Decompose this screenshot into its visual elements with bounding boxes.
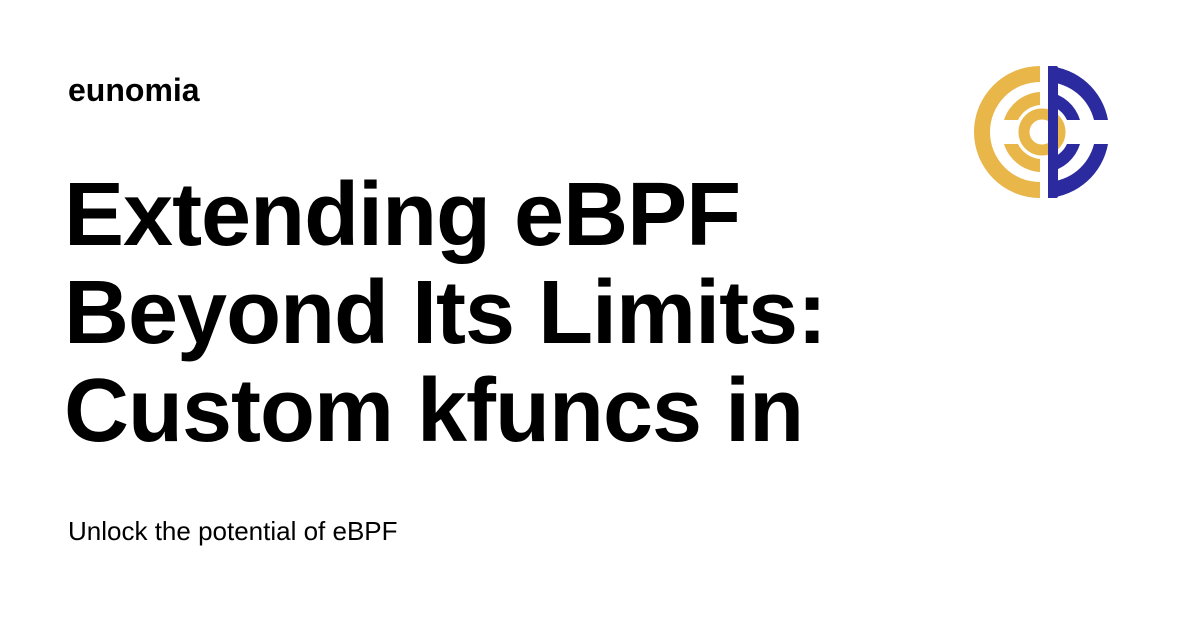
logo-gold-inner <box>1004 92 1040 120</box>
logo-gold-inner-lower <box>1004 144 1040 172</box>
page-title: Extending eBPF Beyond Its Limits: Custom… <box>64 166 884 460</box>
subtitle: Unlock the potential of eBPF <box>68 516 398 546</box>
title-line-1: Extending eBPF <box>64 165 741 265</box>
logo-navy-outer <box>1048 66 1108 120</box>
logo-navy-outer-lower <box>1048 144 1108 198</box>
site-name: eunomia <box>68 72 200 108</box>
title-line-3: Custom kfuncs in <box>64 361 804 461</box>
eunomia-logo-icon <box>974 66 1108 198</box>
title-line-2: Beyond Its Limits: <box>64 263 827 363</box>
logo-center-ring <box>1018 108 1066 156</box>
logo-gold-outer <box>974 66 1040 198</box>
logo-navy-bar <box>1048 66 1058 198</box>
